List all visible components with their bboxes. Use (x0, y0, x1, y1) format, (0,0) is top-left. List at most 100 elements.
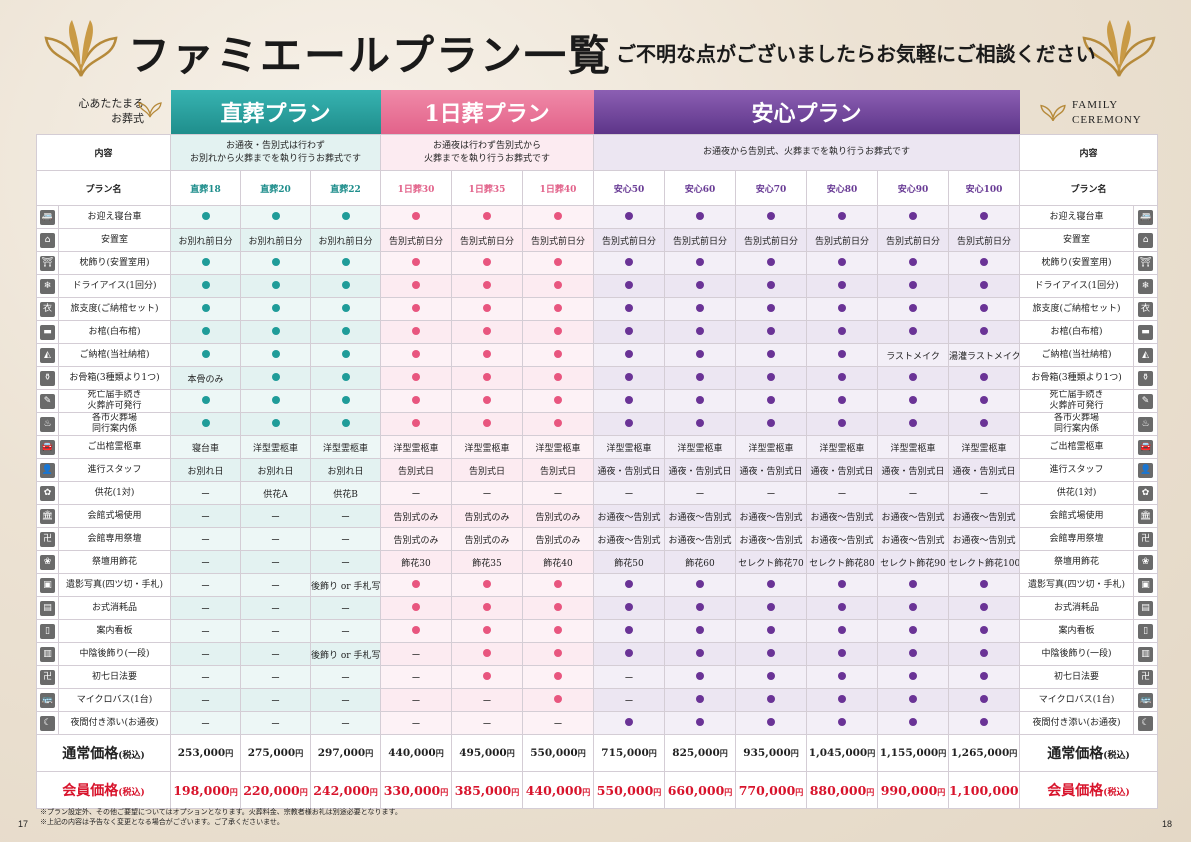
included-dot-icon (483, 602, 491, 611)
included-dot-icon (980, 694, 989, 703)
encoffin-icon: ◭ (1138, 347, 1154, 363)
plan-name: 1日葬40 (521, 170, 595, 206)
included-dot-icon (341, 303, 350, 312)
feature-cell: 飾花35 (451, 550, 523, 574)
moon-icon: ☾ (1138, 715, 1154, 731)
plan-name-row: プラン名 直葬18 直葬20 直葬22 1日葬30 1日葬35 1日葬40 安心50 安心60 安… (36, 170, 1159, 206)
feature-cell (451, 596, 523, 620)
included-dot-icon (201, 280, 210, 289)
feature-label: 死亡届手続き 火葬許可発行 (58, 389, 171, 413)
included-dot-icon (909, 717, 918, 726)
feature-cell (451, 412, 523, 436)
included-dot-icon (483, 372, 491, 381)
included-dot-icon (696, 694, 705, 703)
included-dot-icon (554, 694, 562, 703)
feature-cell (170, 320, 241, 344)
included-dot-icon (838, 257, 847, 266)
feature-cell (806, 412, 879, 436)
feature-cell: お通夜～告別式 (948, 527, 1021, 551)
feature-cell (806, 251, 879, 275)
included-dot-icon (341, 372, 350, 381)
included-dot-icon (767, 280, 776, 289)
feature-cell: ー (240, 711, 311, 735)
feature-cell (948, 642, 1021, 666)
feature-cell: 本骨のみ (170, 366, 241, 390)
feature-row: ❄ ドライアイス(1回分) ドライアイス(1回分) ❄ (36, 274, 1159, 298)
feature-cell (948, 366, 1021, 390)
plan-name: 安心70 (735, 170, 808, 206)
feature-cell (806, 573, 879, 597)
feature-cell: 告別式のみ (521, 504, 595, 528)
feature-cell (877, 205, 950, 229)
feature-cell (451, 320, 523, 344)
included-dot-icon (980, 303, 989, 312)
feature-cell (521, 366, 595, 390)
included-dot-icon (838, 326, 847, 335)
feature-cell: ー (310, 619, 381, 643)
included-dot-icon (767, 648, 776, 657)
feature-label: 中陰後飾り(一段) (1019, 642, 1135, 666)
feature-cell: 告別式前日分 (664, 228, 737, 252)
feature-cell (593, 297, 666, 321)
plan-name: 直葬18 (170, 170, 241, 206)
feature-cell (948, 412, 1021, 436)
feature-cell (593, 619, 666, 643)
feature-cell: ー (170, 527, 241, 551)
feature-cell: 寝台車 (170, 435, 241, 459)
included-dot-icon (625, 349, 634, 358)
feature-cell (240, 251, 311, 275)
feature-cell (240, 343, 311, 367)
feature-label: お棺(白布棺) (58, 320, 171, 344)
included-dot-icon (767, 257, 776, 266)
plan-name: 安心100 (948, 170, 1021, 206)
feature-cell (806, 297, 879, 321)
plan-name: 1日葬35 (451, 170, 523, 206)
plan-name: 安心90 (877, 170, 950, 206)
included-dot-icon (838, 717, 847, 726)
feature-cell (593, 274, 666, 298)
feature-cell (380, 251, 452, 275)
price-cell: 660,000円 (664, 771, 737, 809)
flower-icon: ✿ (1138, 485, 1154, 501)
feature-cell (170, 412, 241, 436)
feature-cell (806, 688, 879, 712)
content-head-left: 内容 (36, 134, 171, 171)
feature-cell (877, 366, 950, 390)
feature-cell (451, 665, 523, 689)
feature-cell (451, 251, 523, 275)
feature-cell: ー (310, 596, 381, 620)
feature-cell: ー (240, 527, 311, 551)
feature-cell: お別れ日 (310, 458, 381, 482)
included-dot-icon (554, 257, 562, 266)
feature-cell (948, 573, 1021, 597)
feature-row: 👤 進行スタッフ お別れ日 お別れ日 お別れ日 告別式日 告別式日 告別式日 通夜・告別式日 通夜… (36, 458, 1159, 482)
feature-cell (664, 343, 737, 367)
included-dot-icon (554, 349, 562, 358)
feature-cell (451, 297, 523, 321)
feature-cell: ー (593, 481, 666, 505)
included-dot-icon (201, 349, 210, 358)
moon-icon: ☾ (40, 715, 55, 731)
feature-label: 初七日法要 (58, 665, 171, 689)
feature-label: 供花(1対) (1019, 481, 1135, 505)
feature-cell (948, 274, 1021, 298)
feature-cell: 洋型霊柩車 (380, 435, 452, 459)
feature-row: ▤ お式消耗品ーーーお式消耗品 ▤ (36, 596, 1159, 620)
included-dot-icon (767, 395, 776, 404)
feature-cell (380, 205, 452, 229)
group-header-ichi: 1日葬プラン (380, 90, 594, 135)
feature-label: 旅支度(ご納棺セット) (58, 297, 171, 321)
feature-cell: 飾花30 (380, 550, 452, 574)
footnotes: ※プラン設定外、その他ご要望についてはオプションとなります。火葬料金、宗教者様お… (40, 809, 402, 826)
price-cell: 440,000円 (380, 734, 452, 772)
description-anshin: お通夜から告別式、火葬までを執り行うお葬式です (593, 134, 1021, 171)
included-dot-icon (271, 372, 280, 381)
feature-cell: 飾花60 (664, 550, 737, 574)
feature-cell: ー (240, 504, 311, 528)
feature-cell (664, 366, 737, 390)
plan-name-head-left: プラン名 (36, 170, 171, 206)
included-dot-icon (909, 671, 918, 680)
included-dot-icon (483, 671, 491, 680)
group-header-choku: 直葬プラン (170, 90, 381, 135)
plan-name: 直葬20 (240, 170, 311, 206)
